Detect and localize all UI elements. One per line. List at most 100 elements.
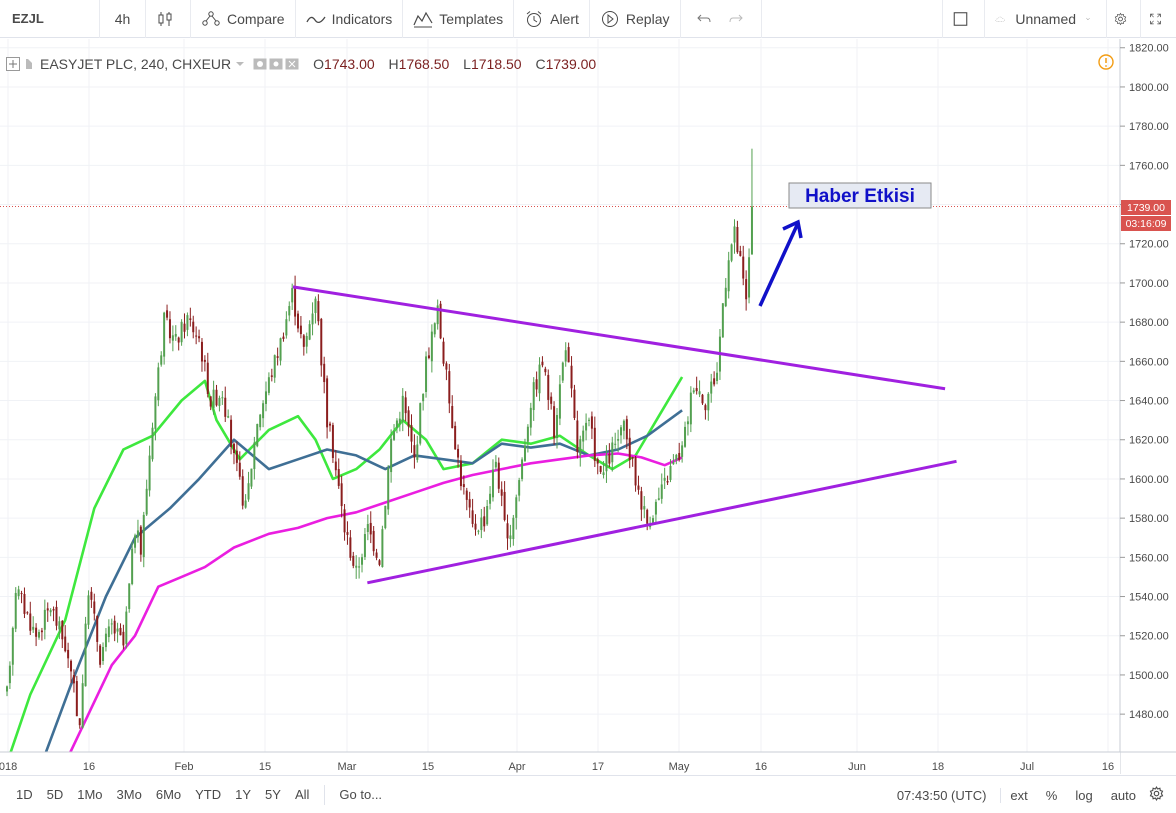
candle-body (459, 460, 462, 487)
candle-body (238, 462, 241, 477)
annotation-arrow[interactable] (758, 219, 803, 307)
candle-body (355, 565, 358, 568)
chart-pane[interactable]: Haber Etkisi 1480.00 1500.00 1520.00 1540.0… (0, 39, 1176, 774)
range-button[interactable]: 6Mo (155, 787, 182, 802)
symbol-search[interactable]: EZJL (0, 0, 100, 38)
range-button[interactable]: YTD (195, 787, 222, 802)
candle-body (457, 448, 460, 458)
range-button[interactable]: 5D (46, 787, 64, 802)
candle-body (206, 362, 209, 394)
caret-down-icon[interactable] (235, 60, 245, 68)
goto-button[interactable]: Go to... (339, 787, 383, 802)
candle-body (526, 426, 529, 442)
candle-body (358, 566, 361, 568)
candle-body (483, 516, 486, 527)
log-toggle[interactable]: log (1075, 787, 1093, 803)
price-tick-label: 1680.00 (1129, 317, 1169, 329)
scale-settings-button[interactable] (1145, 786, 1176, 804)
square-icon (953, 12, 968, 26)
candle-body (407, 410, 410, 427)
candle-body (145, 488, 148, 515)
time-tick-label: 18 (932, 761, 944, 773)
indicators-button[interactable]: Indicators (296, 0, 404, 38)
candle-body (166, 310, 169, 318)
interval-button[interactable]: 4h (100, 0, 146, 38)
time-tick-label: Mar (338, 761, 357, 773)
candle-body (620, 427, 623, 436)
candle-body (448, 371, 451, 404)
toolbar-right: Unnamed (942, 0, 1176, 38)
bottom-right: 07:43:50 (UTC) ext % log auto (888, 776, 1176, 813)
chart-style-button[interactable] (146, 0, 191, 38)
time-tick-label: Feb (175, 761, 194, 773)
price-tick-label: 1780.00 (1129, 121, 1169, 133)
candle-body (605, 455, 608, 472)
replay-button[interactable]: Replay (590, 0, 681, 38)
collapse-icon[interactable] (24, 57, 34, 71)
redo-button[interactable] (723, 0, 762, 38)
candle-body (55, 606, 58, 626)
range-button[interactable]: 1Mo (77, 787, 103, 802)
candle-body (218, 397, 221, 406)
candle-body (727, 260, 730, 292)
candles-icon (158, 11, 172, 26)
candle-body (515, 497, 518, 518)
candle-body (23, 593, 26, 614)
fullscreen-button[interactable] (1140, 0, 1176, 38)
candle-body (323, 363, 326, 383)
templates-button[interactable]: Templates (403, 0, 515, 38)
candle-body (267, 377, 270, 393)
candle-body (381, 529, 384, 568)
price-tick-label: 1600.00 (1129, 474, 1169, 486)
candle-body (433, 323, 436, 335)
candle-body (317, 301, 320, 322)
candle-body (404, 397, 407, 414)
price-chart[interactable]: Haber Etkisi 1480.00 1500.00 1520.00 1540.0… (0, 39, 1176, 774)
annotation[interactable]: Haber Etkisi (788, 182, 932, 209)
auto-toggle[interactable]: auto (1110, 787, 1136, 803)
candle-body (212, 389, 215, 409)
clock[interactable]: 07:43:50 (UTC) (888, 787, 1002, 803)
candle-body (104, 633, 107, 648)
settings-small-icon[interactable] (269, 58, 283, 70)
eye-icon[interactable] (253, 58, 267, 70)
candle-body (326, 378, 329, 428)
candle-body (570, 365, 573, 389)
fullscreen-toggle-button[interactable] (942, 0, 984, 38)
symbol-label: EZJL (12, 11, 44, 26)
ext-toggle[interactable]: ext (1010, 787, 1028, 803)
candle-body (465, 490, 468, 500)
candle-body (200, 341, 203, 362)
candle-body (311, 313, 314, 325)
series-title[interactable]: EASYJET PLC, 240, CHXEUR (40, 56, 232, 72)
close-small-icon[interactable] (285, 58, 299, 70)
candle-body (43, 609, 46, 630)
layout-name-button[interactable]: Unnamed (984, 0, 1106, 38)
candle-body (393, 430, 396, 440)
percent-toggle[interactable]: % (1045, 787, 1058, 803)
candle-body (398, 418, 401, 425)
undo-button[interactable] (681, 0, 723, 38)
warning-icon[interactable] (1098, 54, 1114, 70)
plus-square-icon[interactable] (6, 57, 20, 71)
range-button[interactable]: 5Y (265, 787, 281, 802)
candle-body (168, 319, 171, 339)
range-button[interactable]: 1Y (235, 787, 252, 802)
range-button[interactable]: 3Mo (116, 787, 142, 802)
alert-button[interactable]: Alert (514, 0, 590, 38)
candle-body (107, 626, 110, 638)
time-tick-label: 16 (755, 761, 767, 773)
candle-body (390, 438, 393, 473)
range-button[interactable]: 1D (16, 787, 33, 802)
candle-body (395, 420, 398, 429)
compare-icon (202, 10, 220, 26)
candle-body (724, 287, 727, 307)
candle-body (122, 631, 125, 646)
compare-button[interactable]: Compare (191, 0, 296, 38)
candle-body (8, 665, 11, 684)
range-button[interactable]: All (294, 787, 310, 802)
candle-body (192, 321, 195, 333)
candle-body (177, 337, 180, 343)
settings-button[interactable] (1106, 0, 1140, 38)
candle-body (221, 397, 224, 399)
